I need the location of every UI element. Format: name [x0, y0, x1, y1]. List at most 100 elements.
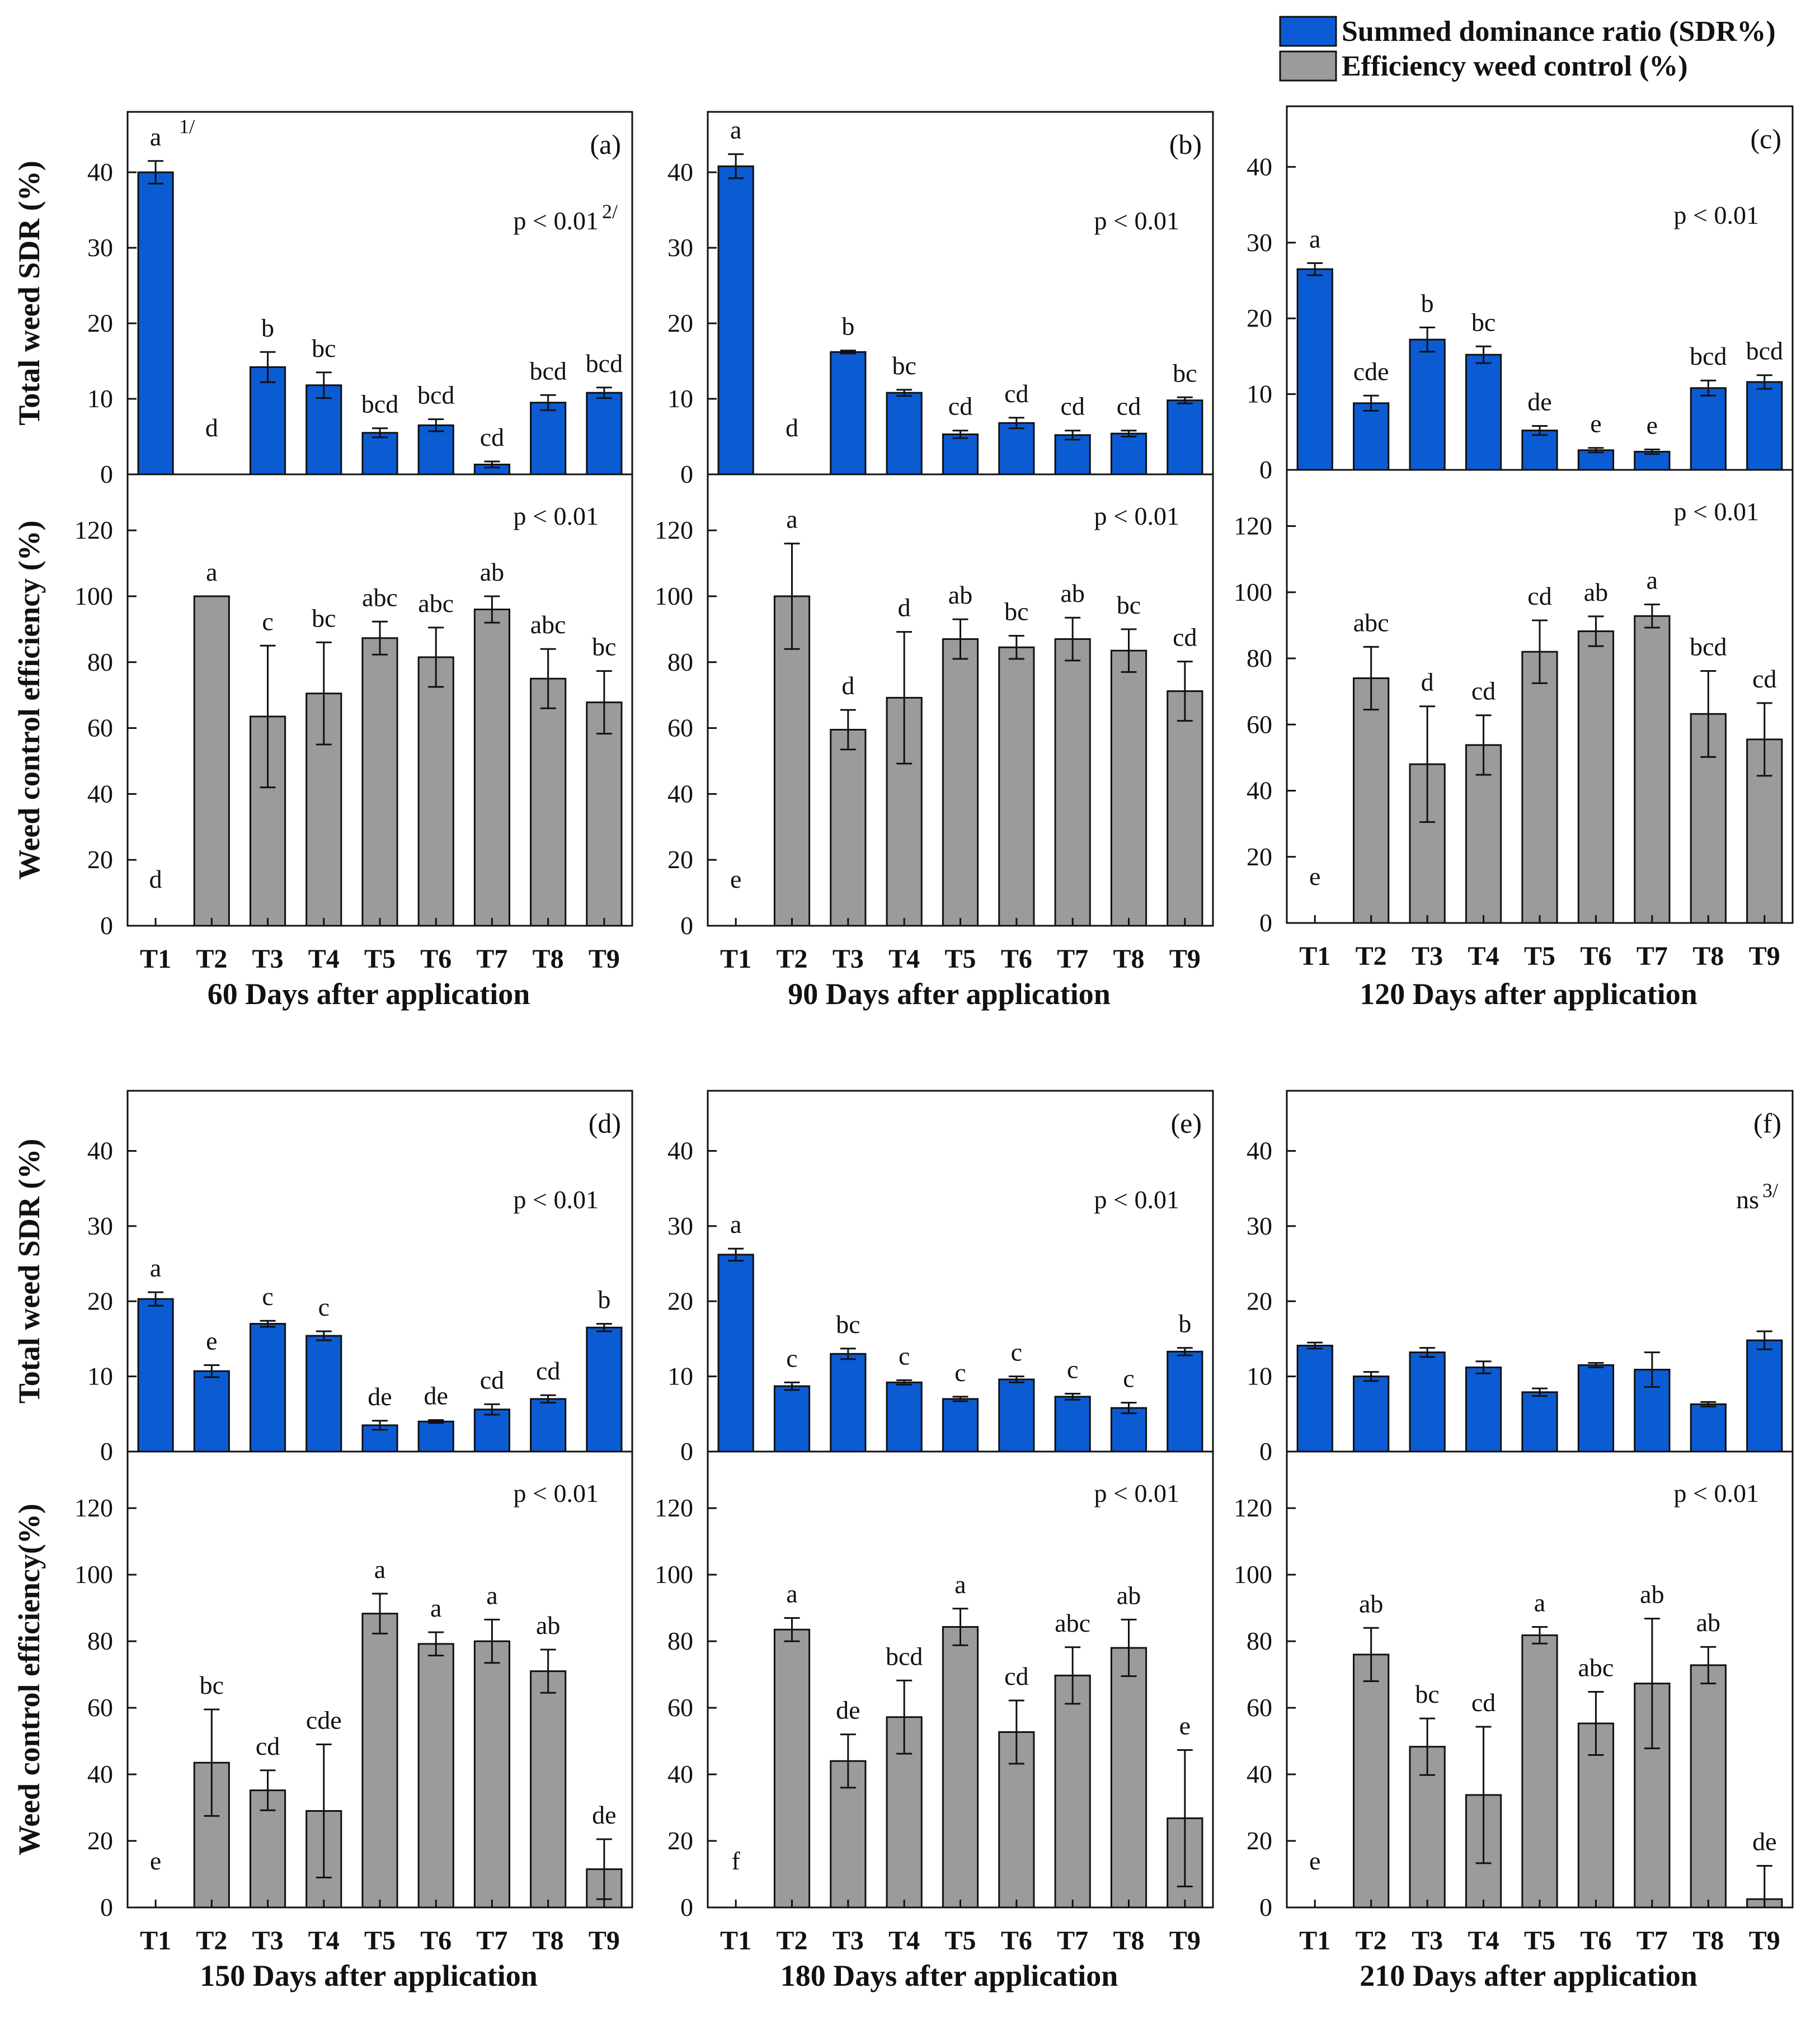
category-label: T4 [1468, 941, 1499, 971]
eff-significance-letter: e [1309, 862, 1320, 891]
eff-ytick-label: 60 [667, 714, 693, 742]
eff-bar [1110, 1647, 1148, 1909]
category-label: T6 [1580, 1926, 1611, 1956]
sdr-bar [249, 366, 286, 475]
panel-6: 0 10 20 30 40 ns 3/0 20 40 60 80 100 120 e ab bc cd a abc a… [1234, 1090, 1794, 1992]
eff-significance-letter: f [732, 1846, 741, 1875]
sdr-ytick-label: 10 [1247, 1362, 1272, 1391]
sdr-significance-letter: cd [1060, 392, 1084, 421]
eff-significance-letter: ab [948, 581, 972, 609]
sdr-pvalue: p < 0.01 [1094, 1185, 1179, 1214]
eff-ytick-label: 100 [1234, 1560, 1272, 1589]
eff-significance-letter: bcd [886, 1642, 923, 1670]
eff-ytick-label: 0 [1259, 1893, 1272, 1921]
eff-ytick-label: 60 [87, 1693, 113, 1722]
sdr-ytick-label: 30 [1247, 228, 1272, 257]
eff-ytick-label: 40 [87, 779, 113, 808]
category-label: T1 [1299, 1926, 1330, 1956]
sdr-ytick-label: 10 [667, 384, 693, 413]
category-label: T8 [533, 944, 564, 974]
eff-significance-letter: ab [1117, 1581, 1141, 1609]
sdr-bar [305, 1335, 342, 1453]
sdr-plot: 0 10 20 30 40 a cde b bc de e e bcd bcd p < 0.01 [1247, 105, 1794, 484]
eff-significance-letter: e [730, 865, 741, 893]
sdr-bar [1690, 387, 1727, 471]
sdr-ytick-label: 30 [667, 233, 693, 262]
sdr-bar [998, 1378, 1035, 1453]
category-label: T1 [1299, 941, 1330, 971]
sdr-bar [1409, 1351, 1446, 1453]
eff-significance-letter: cd [1752, 665, 1776, 693]
eff-ytick-label: 40 [1247, 776, 1272, 805]
eff-significance-letter: a [1534, 1589, 1545, 1617]
eff-y-axis-title: Weed control efficiency (%) [12, 520, 46, 879]
sdr-ytick-label: 0 [680, 1437, 693, 1466]
category-label: T3 [1412, 941, 1443, 971]
category-label: T7 [476, 944, 507, 974]
sdr-significance-letter: c [318, 1293, 330, 1321]
eff-ytick-label: 120 [74, 1494, 113, 1522]
sdr-y-axis-title: Total weed SDR (%) [12, 161, 46, 426]
sdr-ytick-label: 10 [87, 384, 113, 413]
sdr-bar [530, 1398, 567, 1453]
eff-ytick-label: 20 [667, 845, 693, 874]
category-label: T3 [1412, 1926, 1443, 1956]
eff-significance-letter: bcd [1690, 632, 1727, 661]
eff-significance-letter: e [1309, 1846, 1320, 1875]
category-label: T2 [196, 944, 227, 974]
category-label: T5 [944, 944, 976, 974]
category-label: T3 [252, 1926, 284, 1956]
eff-significance-letter: bc [1415, 1680, 1439, 1708]
eff-significance-letter: abc [1578, 1653, 1614, 1682]
eff-bar [1690, 1664, 1727, 1909]
sdr-significance-letter: c [1011, 1338, 1022, 1367]
sdr-bar [942, 433, 979, 475]
sdr-bar [1746, 381, 1783, 471]
eff-significance-letter: ab [1640, 1580, 1664, 1609]
eff-significance-letter: cd [256, 1732, 280, 1760]
sdr-ytick-label: 20 [87, 1287, 113, 1315]
sdr-ytick-label: 40 [1247, 1137, 1272, 1165]
eff-ytick-label: 80 [87, 1627, 113, 1655]
sdr-pvalue: ns [1736, 1185, 1759, 1214]
sdr-bar [530, 402, 567, 475]
sdr-ytick-label: 40 [87, 1137, 113, 1165]
category-label: T4 [308, 944, 340, 974]
eff-ytick-label: 40 [667, 1760, 693, 1788]
category-label: T5 [944, 1926, 976, 1956]
eff-significance-letter: e [1179, 1712, 1191, 1740]
eff-pvalue: p < 0.01 [1674, 497, 1759, 526]
eff-bar [361, 1613, 398, 1909]
sdr-y-axis-title: Total weed SDR (%) [12, 1139, 46, 1404]
sdr-significance-letter: d [786, 413, 798, 442]
legend-swatch-eff [1279, 50, 1337, 82]
panel-letter: (b) [1169, 129, 1202, 160]
sdr-bar [1577, 1364, 1615, 1453]
category-label: T3 [833, 1926, 864, 1956]
eff-significance-letter: a [954, 1570, 966, 1599]
sdr-significance-letter: a [150, 123, 161, 151]
eff-significance-letter: a [430, 1594, 441, 1622]
eff-ytick-label: 20 [87, 845, 113, 874]
sdr-ytick-label: 30 [87, 233, 113, 262]
sdr-significance-letter: e [1647, 411, 1658, 439]
sdr-significance-letter: bcd [417, 380, 454, 409]
eff-ytick-label: 60 [87, 714, 113, 742]
sdr-ytick-label: 0 [1259, 455, 1272, 484]
eff-significance-letter: a [206, 558, 217, 586]
sdr-ytick-label: 0 [680, 460, 693, 488]
eff-ytick-label: 100 [655, 582, 693, 610]
sdr-plot: 0 10 20 30 40 a e c c de de cd cd b p < 0.01 [87, 1090, 633, 1466]
eff-bar [586, 701, 623, 927]
eff-bar [1110, 649, 1148, 927]
eff-y-axis-title: Weed control efficiency(%) [12, 1504, 46, 1855]
sdr-significance-letter: c [899, 1341, 910, 1370]
x-axis-title: 150 Days after application [200, 1959, 538, 1992]
sdr-significance-letter: b [261, 313, 274, 342]
sdr-bar [1110, 432, 1148, 475]
eff-significance-letter: a [786, 505, 797, 534]
sdr-ytick-label: 30 [87, 1212, 113, 1240]
